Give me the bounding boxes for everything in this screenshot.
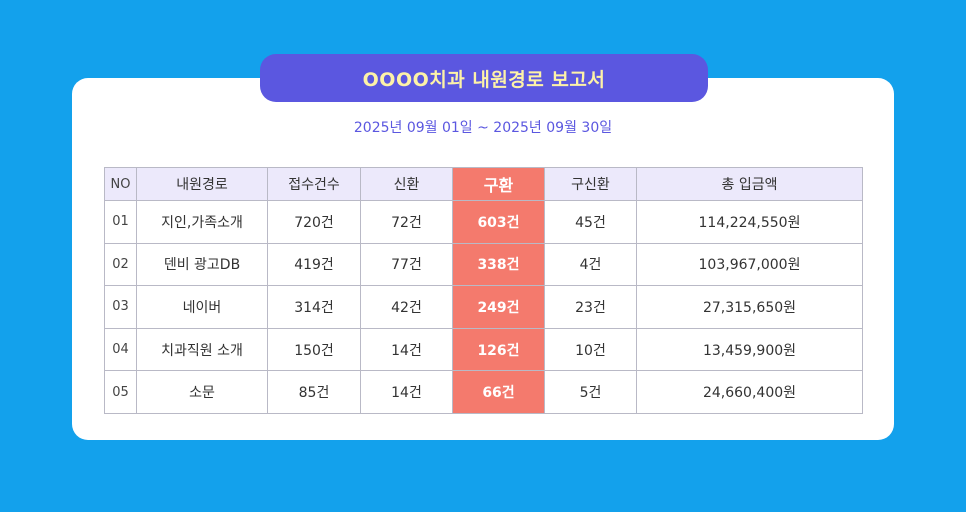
cell-total-deposit: 27,315,650원 (636, 285, 863, 329)
header-returning-new-patients: 구신환 (544, 167, 637, 201)
cell-returning-patients: 66건 (452, 370, 545, 414)
cell-returning-patients: 338건 (452, 242, 545, 287)
table-row: 01 지인,가족소개 720건 72건 603건 45건 114,224,550… (104, 200, 863, 244)
header-total-deposit: 총 입금액 (636, 167, 863, 201)
table-row: 02 덴비 광고DB 419건 77건 338건 4건 103,967,000원 (104, 242, 863, 287)
visit-path-table: NO 내원경로 접수건수 신환 구환 구신환 총 입금액 01 지인,가족소개 … (104, 167, 863, 414)
cell-new-patients: 42건 (360, 285, 453, 329)
header-no: NO (104, 167, 137, 201)
cell-no: 04 (104, 327, 137, 372)
table-row: 05 소문 85건 14건 66건 5건 24,660,400원 (104, 370, 863, 414)
cell-returning-new-patients: 10건 (544, 327, 637, 372)
cell-returning-new-patients: 4건 (544, 242, 637, 287)
header-received-count: 접수건수 (267, 167, 361, 201)
cell-new-patients: 14건 (360, 370, 453, 414)
cell-new-patients: 14건 (360, 327, 453, 372)
cell-received-count: 85건 (267, 370, 361, 414)
cell-received-count: 419건 (267, 242, 361, 287)
cell-returning-new-patients: 45건 (544, 200, 637, 244)
cell-received-count: 150건 (267, 327, 361, 372)
cell-no: 03 (104, 285, 137, 329)
cell-no: 05 (104, 370, 137, 414)
cell-no: 02 (104, 242, 137, 287)
cell-visit-path: 네이버 (136, 285, 268, 329)
cell-returning-patients: 126건 (452, 327, 545, 372)
cell-received-count: 314건 (267, 285, 361, 329)
cell-no: 01 (104, 200, 137, 244)
cell-total-deposit: 114,224,550원 (636, 200, 863, 244)
cell-received-count: 720건 (267, 200, 361, 244)
cell-returning-patients: 249건 (452, 285, 545, 329)
date-range: 2025년 09월 01일 ~ 2025년 09월 30일 (353, 120, 613, 136)
cell-total-deposit: 13,459,900원 (636, 327, 863, 372)
cell-total-deposit: 103,967,000원 (636, 242, 863, 287)
cell-new-patients: 72건 (360, 200, 453, 244)
cell-visit-path: 치과직원 소개 (136, 327, 268, 372)
cell-returning-new-patients: 5건 (544, 370, 637, 414)
cell-new-patients: 77건 (360, 242, 453, 287)
cell-total-deposit: 24,660,400원 (636, 370, 863, 414)
header-returning-patients: 구환 (452, 167, 545, 201)
cell-visit-path: 소문 (136, 370, 268, 414)
header-new-patients: 신환 (360, 167, 453, 201)
table-header-row: NO 내원경로 접수건수 신환 구환 구신환 총 입금액 (104, 167, 863, 201)
table-row: 03 네이버 314건 42건 249건 23건 27,315,650원 (104, 285, 863, 329)
cell-visit-path: 지인,가족소개 (136, 200, 268, 244)
cell-returning-new-patients: 23건 (544, 285, 637, 329)
cell-visit-path: 덴비 광고DB (136, 242, 268, 287)
report-title: OOOO치과 내원경로 보고서 (260, 54, 708, 102)
cell-returning-patients: 603건 (452, 200, 545, 244)
table-row: 04 치과직원 소개 150건 14건 126건 10건 13,459,900원 (104, 327, 863, 372)
header-visit-path: 내원경로 (136, 167, 268, 201)
